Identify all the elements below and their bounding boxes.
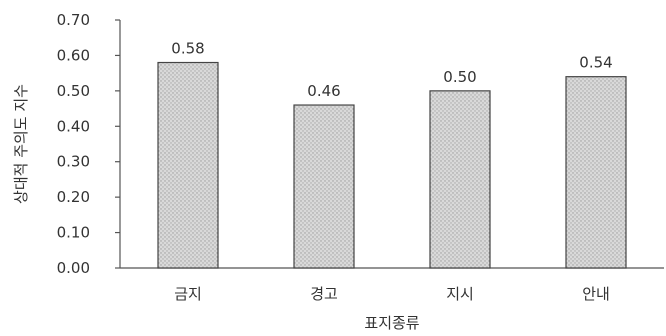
category-label-3: 지시 bbox=[446, 285, 474, 303]
category-label-2: 경고 bbox=[310, 285, 338, 303]
y-tick-label: 0.30 bbox=[57, 153, 90, 171]
data-label-2: 0.46 bbox=[307, 82, 340, 100]
y-tick-label: 0.50 bbox=[57, 82, 90, 100]
category-label-4: 안내 bbox=[582, 285, 610, 303]
category-labels: 금지 경고 지시 안내 bbox=[174, 285, 610, 303]
bar-2 bbox=[293, 104, 355, 269]
y-tick-label: 0.10 bbox=[57, 224, 90, 242]
y-tick-label: 0.00 bbox=[57, 259, 90, 277]
y-tick-label: 0.70 bbox=[57, 11, 90, 29]
data-label-4: 0.54 bbox=[579, 54, 612, 72]
y-axis-title: 상대적 주의도 지수 bbox=[12, 84, 30, 204]
y-tick-label: 0.20 bbox=[57, 188, 90, 206]
bar-1 bbox=[157, 61, 219, 269]
y-ticks: 0.00 0.10 0.20 0.30 0.40 0.50 0.60 0.70 bbox=[57, 11, 120, 277]
data-label-3: 0.50 bbox=[443, 68, 476, 86]
data-label-1: 0.58 bbox=[171, 40, 204, 58]
x-axis-title: 표지종류 bbox=[364, 314, 419, 332]
bar-3 bbox=[429, 90, 491, 269]
category-label-1: 금지 bbox=[174, 285, 202, 303]
y-tick-label: 0.60 bbox=[57, 46, 90, 64]
bars bbox=[157, 61, 627, 269]
data-labels: 0.58 0.46 0.50 0.54 bbox=[171, 40, 612, 101]
bar-4 bbox=[565, 76, 627, 269]
y-tick-label: 0.40 bbox=[57, 117, 90, 135]
